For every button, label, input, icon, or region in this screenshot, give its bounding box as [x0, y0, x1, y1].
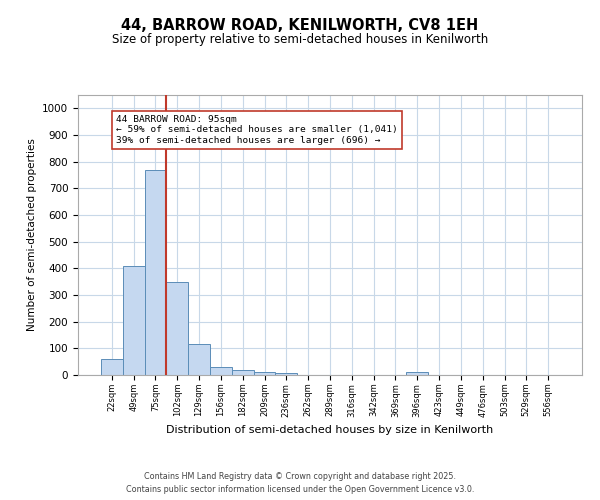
Bar	[232, 370, 254, 375]
Bar	[406, 372, 428, 375]
Bar	[188, 344, 210, 375]
Text: Contains HM Land Registry data © Crown copyright and database right 2025.
Contai: Contains HM Land Registry data © Crown c…	[126, 472, 474, 494]
Bar	[275, 373, 297, 375]
Bar	[101, 359, 123, 375]
Bar	[166, 282, 188, 375]
Bar	[123, 266, 145, 375]
Bar	[254, 372, 275, 375]
Y-axis label: Number of semi-detached properties: Number of semi-detached properties	[26, 138, 37, 332]
X-axis label: Distribution of semi-detached houses by size in Kenilworth: Distribution of semi-detached houses by …	[166, 425, 494, 435]
Text: 44, BARROW ROAD, KENILWORTH, CV8 1EH: 44, BARROW ROAD, KENILWORTH, CV8 1EH	[121, 18, 479, 32]
Bar	[210, 367, 232, 375]
Text: 44 BARROW ROAD: 95sqm
← 59% of semi-detached houses are smaller (1,041)
39% of s: 44 BARROW ROAD: 95sqm ← 59% of semi-deta…	[116, 115, 398, 145]
Text: Size of property relative to semi-detached houses in Kenilworth: Size of property relative to semi-detach…	[112, 32, 488, 46]
Bar	[145, 170, 166, 375]
